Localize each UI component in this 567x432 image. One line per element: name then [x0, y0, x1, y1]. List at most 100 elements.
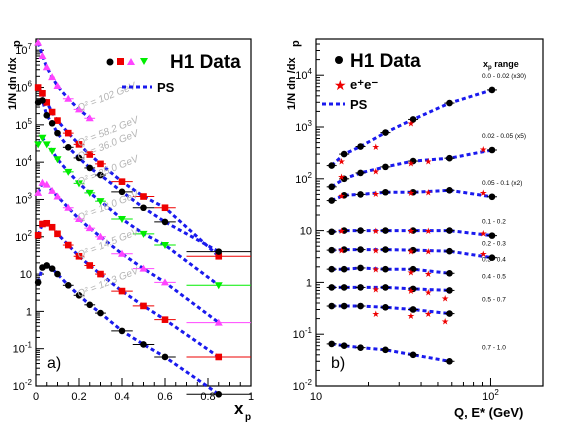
tick-exponent: 4: [28, 154, 33, 163]
ee-point: ★: [372, 167, 380, 177]
ee-point: ★: [407, 188, 415, 198]
data-point: [328, 284, 335, 291]
data-point: [34, 84, 42, 91]
data-point: [48, 186, 57, 194]
data-point: [53, 156, 62, 164]
legend-marker-circle: [106, 58, 114, 66]
data-point: [340, 246, 348, 253]
data-point: [382, 265, 389, 273]
range-header-word: range: [492, 59, 519, 69]
data-point: [140, 193, 147, 200]
data-point: [488, 86, 496, 94]
tick-exponent: 3: [28, 191, 33, 200]
data-point: [446, 99, 453, 107]
ps-curve: [331, 342, 450, 363]
tick-exponent: 2: [28, 229, 33, 238]
data-point: [43, 219, 51, 227]
tick-base: 10: [295, 70, 307, 82]
data-point: [140, 341, 147, 348]
data-point: [38, 134, 47, 142]
x-tick-label: 0.6: [157, 391, 172, 403]
data-point: [409, 188, 417, 196]
panel-b-legend-title: H1 Data: [350, 51, 421, 72]
panel-a-legend-markers: [106, 58, 148, 66]
data-point: [97, 171, 104, 179]
range-label: 0.02 - 0.05 (x5): [482, 133, 526, 140]
data-point: [328, 197, 335, 204]
data-point: [357, 344, 364, 351]
tick-base: 10: [13, 381, 25, 393]
panel-a-xlabel: x: [234, 399, 244, 418]
data-point: [488, 232, 496, 239]
data-point: [357, 284, 364, 291]
data-point: [340, 302, 348, 310]
x-tick-label: 0.2: [71, 391, 86, 403]
q2-label: Q² = 12.3 GeV: [76, 265, 141, 300]
ee-point: ★: [372, 142, 380, 152]
data-point: [48, 108, 56, 116]
panel-b-legend-ps-label: PS: [350, 97, 368, 112]
data-point: [118, 287, 126, 295]
x-tick-label: 0.8: [200, 391, 215, 403]
data-point: [48, 73, 57, 81]
data-point: [328, 265, 335, 273]
data-point: [161, 242, 169, 250]
range-label: 0.0 - 0.02 (x30): [482, 73, 526, 80]
ee-point: ★: [372, 284, 380, 294]
ee-point: ★: [407, 286, 415, 296]
range-label: 0.2 - 0.3: [482, 241, 506, 248]
data-point: [409, 265, 417, 273]
data-point: [328, 162, 335, 169]
y-tick-label: 102: [295, 171, 312, 186]
data-point: [328, 228, 335, 236]
data-point: [161, 218, 169, 226]
panel-b-legend-marker-data: [335, 56, 343, 64]
tick-exponent: -2: [25, 378, 33, 387]
ee-point: ★: [337, 157, 345, 167]
data-point: [54, 129, 61, 137]
data-point: [340, 192, 348, 199]
ee-point: ★: [424, 269, 432, 279]
data-point: [118, 178, 126, 185]
panel-a-ylabel-sub: p: [11, 40, 23, 47]
ee-point: ★: [479, 228, 487, 238]
data-point: [382, 129, 389, 136]
data-point: [446, 186, 453, 194]
panel-a-ylabel-main: 1/N dn /dx: [7, 57, 19, 110]
panel-b-frame: [315, 38, 544, 387]
data-point: [86, 164, 94, 172]
tick-base: 10: [15, 120, 27, 132]
data-point: [118, 249, 126, 257]
data-point: [446, 287, 453, 294]
data-point: [118, 215, 126, 223]
tick-base: 10: [15, 83, 27, 95]
data-point: [43, 262, 51, 269]
ee-point: ★: [372, 189, 380, 199]
tick-base: 10: [295, 174, 307, 186]
panel-b-tag: b): [331, 355, 345, 372]
data-point: [85, 114, 94, 122]
tick-exponent: -1: [25, 341, 33, 350]
ee-point: ★: [441, 293, 449, 303]
panel-a-frame: [35, 38, 252, 387]
data-point: [357, 302, 364, 310]
data-point: [328, 183, 335, 191]
tick-base: 10: [482, 391, 494, 403]
tick-exponent: 7: [28, 42, 33, 51]
ee-point: ★: [407, 159, 415, 169]
data-point: [488, 254, 496, 261]
data-point: [96, 232, 105, 240]
data-point: [43, 99, 51, 106]
data-point: [42, 180, 51, 188]
ee-point: ★: [479, 249, 487, 259]
y-tick-label: 1: [306, 277, 312, 289]
data-point: [64, 144, 72, 151]
data-point: [96, 198, 105, 206]
legend-marker-triangle-down: [140, 58, 148, 65]
y-tick-label: 103: [295, 119, 312, 134]
y-tick-label: 104: [295, 67, 312, 82]
data-point: [39, 97, 46, 104]
data-point: [118, 188, 126, 196]
data-point: [48, 147, 57, 155]
